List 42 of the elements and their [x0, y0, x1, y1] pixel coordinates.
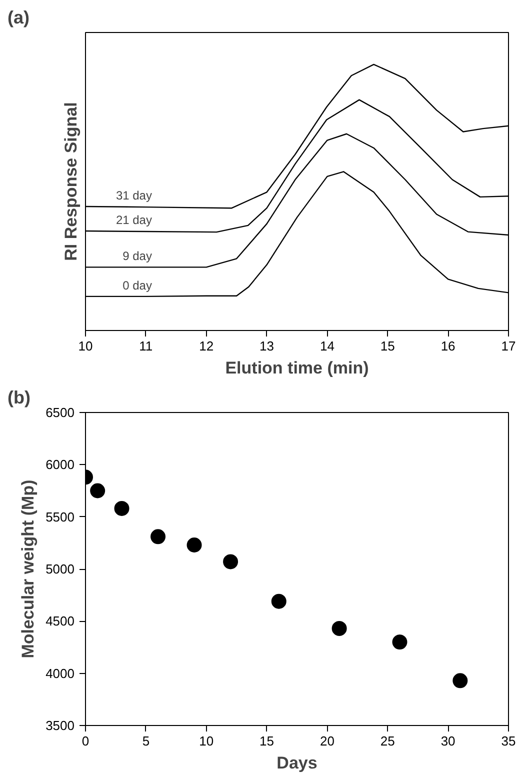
y-tick-label: 5000	[46, 562, 74, 576]
series-label: 21 day	[116, 212, 152, 227]
y-tick-label: 5500	[46, 509, 74, 524]
x-tick-label: 35	[501, 734, 516, 748]
chart-title: (a)	[8, 8, 30, 28]
x-tick-label: 16	[440, 338, 456, 354]
series-label: 9 day	[122, 249, 152, 264]
x-tick-label: 25	[380, 734, 395, 748]
x-tick-label: 14	[320, 338, 334, 354]
point	[90, 483, 106, 498]
point	[223, 554, 238, 570]
point	[150, 529, 166, 544]
x-tick-label: 0	[82, 734, 90, 748]
x-tick-label: 30	[440, 734, 456, 748]
x-tick-label: 15	[380, 338, 395, 354]
point	[114, 501, 130, 516]
y-tick-label: 4500	[46, 614, 74, 629]
x-tick-label: 15	[260, 734, 274, 748]
y-tick-label: 4000	[46, 666, 74, 681]
x-tick-label: 20	[320, 734, 334, 748]
series-label: 31 day	[116, 188, 152, 203]
x-tick-label: 17	[501, 338, 516, 354]
y-axis-title: RI Response Signal	[62, 102, 80, 261]
point	[332, 620, 347, 636]
point	[452, 673, 468, 688]
series-label: 0 day	[122, 278, 152, 292]
y-tick-label: 6500	[46, 405, 74, 420]
point	[271, 594, 286, 609]
x-tick-label: 11	[139, 338, 153, 354]
point	[186, 538, 202, 552]
x-tick-label: 10	[78, 338, 93, 354]
x-tick-label: 13	[260, 338, 274, 354]
point	[392, 634, 408, 650]
chart-title: (b)	[8, 388, 30, 408]
x-tick-label: 12	[199, 338, 214, 354]
y-tick-label: 6000	[46, 457, 74, 472]
x-axis-title: Elution time (min)	[225, 358, 369, 378]
x-tick-label: 10	[199, 734, 214, 748]
x-tick-label: 5	[142, 734, 150, 748]
y-axis-title: Molecular weight (Mp)	[18, 480, 38, 658]
x-axis-title: Days	[276, 754, 318, 772]
y-tick-label: 3500	[46, 718, 74, 733]
